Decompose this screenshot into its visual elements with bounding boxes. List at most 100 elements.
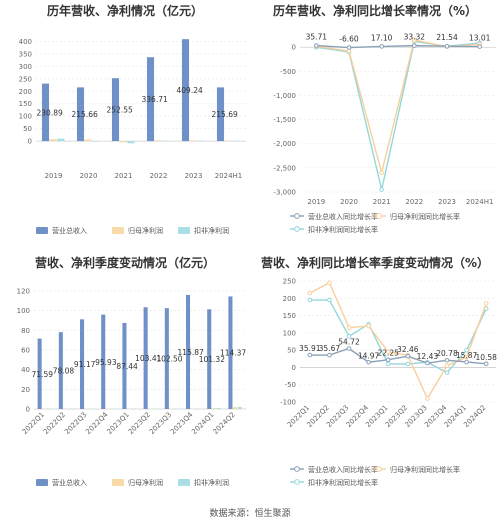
data-label: -6.60: [339, 35, 359, 44]
data-label: 87.44: [116, 362, 138, 371]
data-label: 95.93: [95, 358, 117, 367]
bar: [197, 140, 205, 142]
quarterly-revenue-panel: 营收、净利季度变动情况（亿元） 0 20 40 60 80 100 120 2022Q1 202…: [0, 252, 250, 502]
bar: [237, 407, 242, 409]
data-label: 252.55: [107, 106, 133, 115]
series-point: [405, 353, 411, 359]
data-label: 35.67: [319, 344, 341, 353]
y-tick-label: 350: [19, 50, 32, 58]
x-tick-label: 2022: [150, 172, 168, 180]
y-tick-label: 150: [19, 100, 32, 108]
data-label: 114.37: [220, 349, 246, 358]
series-point: [379, 44, 384, 49]
y-tick-label: 40: [21, 366, 30, 374]
x-tick-label: 2023Q3: [148, 411, 173, 436]
bar: [162, 140, 170, 142]
data-label: 215.69: [212, 110, 238, 119]
data-label: 12.43: [417, 352, 439, 361]
legend-label: 归母净利润: [128, 226, 163, 235]
x-tick-label: 2019: [45, 172, 63, 180]
data-label: 91.17: [74, 360, 96, 369]
bar: [46, 408, 51, 410]
series-point: [412, 37, 417, 43]
legend-marker: [294, 226, 300, 232]
data-label: 103.41: [135, 354, 161, 363]
bar: [49, 139, 57, 142]
bar: [233, 407, 238, 409]
bar: [76, 87, 85, 142]
bar: [154, 140, 162, 142]
legend-label: 归母净利润: [128, 478, 163, 487]
series-point: [346, 45, 352, 50]
x-tick-label: 2023: [185, 172, 203, 180]
legend-label: 归母净利润同比增长率: [390, 465, 460, 474]
y-tick-label: -500: [280, 68, 296, 76]
data-label: 15.87: [456, 351, 478, 360]
series-point: [483, 361, 489, 367]
x-tick-label: 2020: [80, 172, 98, 180]
bar: [58, 332, 63, 409]
y-tick-label: 150: [283, 312, 296, 320]
series-point: [464, 354, 469, 360]
data-label: 101.32: [199, 355, 225, 364]
series-point: [307, 290, 313, 296]
y-tick-label: 50: [23, 125, 32, 133]
series-line: [316, 39, 480, 173]
chart-title: 营收、净利季度变动情况（亿元）: [34, 256, 215, 270]
bar: [148, 408, 153, 410]
series-point: [327, 297, 332, 303]
legend-label: 营业总收入: [52, 478, 87, 487]
data-label: 21.54: [436, 33, 458, 42]
y-tick-label: -1,500: [273, 116, 296, 124]
bar: [146, 57, 155, 142]
x-tick-label: 2022Q1: [21, 411, 46, 436]
series-point: [385, 357, 391, 363]
legend-marker: [294, 466, 300, 472]
chart-title: 营收、净利同比增长率季度变动情况（%）: [260, 256, 490, 270]
data-label: 336.71: [142, 95, 168, 104]
x-tick-label: 2023Q1: [106, 411, 131, 436]
bar: [232, 140, 240, 142]
series-point: [346, 346, 352, 351]
bar: [228, 296, 233, 409]
legend-label: 营业总收入同比增长率: [308, 465, 378, 474]
series-point: [412, 43, 417, 48]
bar: [92, 141, 100, 142]
series-point: [477, 44, 482, 49]
series-point: [385, 349, 391, 355]
x-tick-label: 2020: [340, 198, 358, 206]
bar: [89, 408, 94, 410]
y-tick-label: 100: [19, 113, 32, 121]
y-tick-label: 20: [21, 386, 30, 394]
y-tick-label: 200: [283, 295, 296, 303]
x-tick-label: 2024Q1: [190, 411, 215, 436]
bar: [195, 408, 200, 410]
x-tick-label: 2022Q2: [42, 411, 67, 436]
bar: [68, 408, 73, 410]
bar: [57, 138, 65, 142]
quarterly-growth-panel: 营收、净利同比增长率季度变动情况（%） 250 200 150 100 50 0 -50 -1…: [250, 252, 500, 502]
series-point: [346, 334, 352, 339]
x-tick-label: 2024Q2: [212, 411, 237, 436]
legend-label: 扣非净利润: [194, 478, 229, 487]
series-point: [483, 301, 489, 306]
bar: [216, 87, 225, 142]
series-point: [379, 170, 384, 175]
bar: [111, 78, 120, 142]
y-tick-label: 50: [287, 347, 296, 355]
y-tick-label: 0: [26, 406, 30, 414]
y-tick-label: 80: [21, 327, 30, 335]
series-point: [425, 396, 430, 401]
x-tick-label: 2021: [373, 198, 391, 206]
quarterly-revenue-chart: 0204060801001202022Q12022Q22022Q32022Q42…: [17, 287, 247, 487]
legend-label: 营业总收入同比增长率: [308, 212, 378, 221]
x-tick-label: 2021: [115, 172, 133, 180]
annual-revenue-panel: 历年营收、净利情况（亿元） 0 50 100 150 200 250 300 350 400 20…: [0, 0, 250, 250]
y-tick-label: 200: [19, 88, 32, 96]
series-point: [307, 352, 313, 358]
y-tick-label: 0: [292, 44, 296, 52]
series-point: [366, 323, 371, 329]
data-label: 35.71: [306, 33, 328, 42]
y-tick-label: 100: [17, 307, 30, 315]
series-point: [346, 325, 352, 330]
